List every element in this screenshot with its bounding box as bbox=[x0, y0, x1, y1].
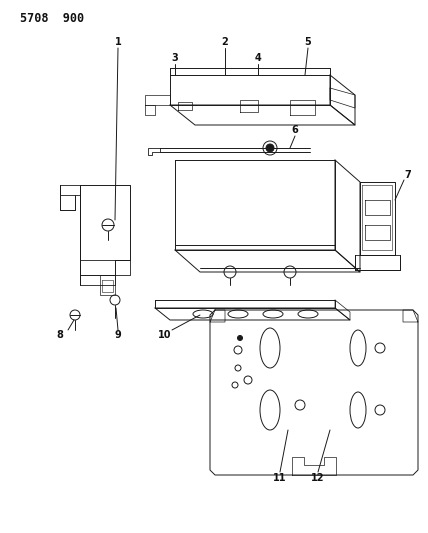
Text: 4: 4 bbox=[255, 53, 262, 63]
Circle shape bbox=[266, 144, 274, 152]
Text: 8: 8 bbox=[56, 330, 63, 340]
Text: 10: 10 bbox=[158, 330, 172, 340]
Text: 3: 3 bbox=[172, 53, 178, 63]
Text: 5: 5 bbox=[305, 37, 312, 47]
Text: 9: 9 bbox=[115, 330, 122, 340]
Text: 2: 2 bbox=[222, 37, 229, 47]
Text: 12: 12 bbox=[311, 473, 325, 483]
Text: 7: 7 bbox=[404, 170, 411, 180]
Text: 6: 6 bbox=[291, 125, 298, 135]
Text: 11: 11 bbox=[273, 473, 287, 483]
Text: 5708  900: 5708 900 bbox=[20, 12, 84, 25]
Text: 1: 1 bbox=[115, 37, 122, 47]
Circle shape bbox=[238, 335, 243, 341]
